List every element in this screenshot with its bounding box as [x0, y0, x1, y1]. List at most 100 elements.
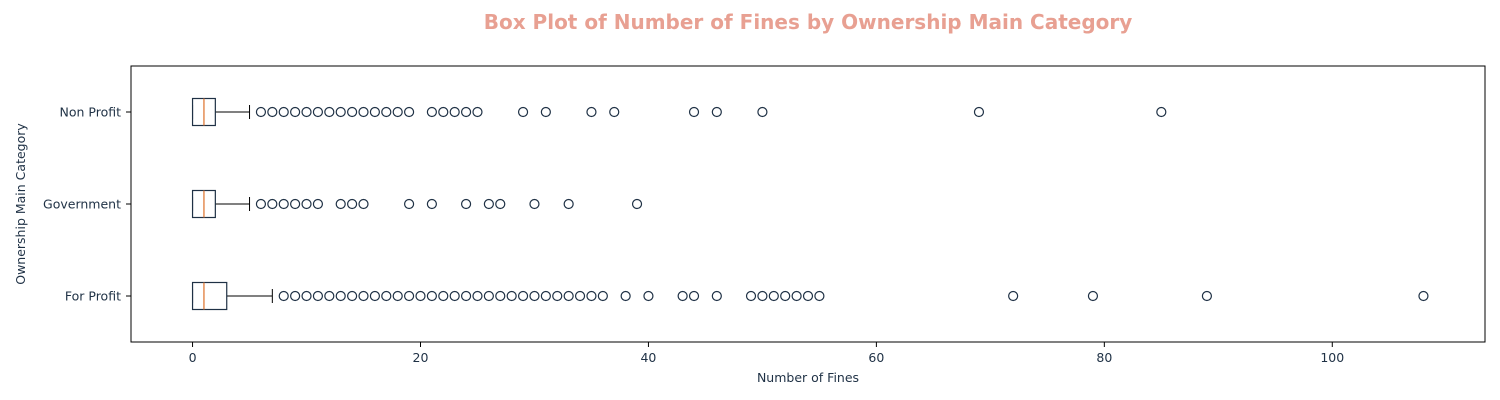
outlier-point — [427, 200, 436, 209]
outlier-point — [416, 292, 425, 301]
outlier-point — [370, 108, 379, 117]
outlier-point — [1088, 292, 1097, 301]
outlier-point — [678, 292, 687, 301]
outlier-point — [370, 292, 379, 301]
outlier-point — [530, 200, 539, 209]
x-tick-label: 60 — [868, 350, 884, 365]
outlier-point — [348, 200, 357, 209]
outlier-point — [302, 108, 311, 117]
outlier-point — [690, 108, 699, 117]
outlier-point — [610, 108, 619, 117]
outlier-point — [405, 108, 414, 117]
outlier-point — [541, 292, 550, 301]
outlier-point — [758, 292, 767, 301]
outlier-point — [393, 108, 402, 117]
outlier-point — [279, 292, 288, 301]
outlier-point — [690, 292, 699, 301]
x-tick-label: 20 — [413, 350, 429, 365]
outlier-point — [462, 200, 471, 209]
x-tick-label: 0 — [189, 350, 197, 365]
outlier-point — [302, 200, 311, 209]
outlier-point — [359, 108, 368, 117]
outlier-point — [507, 292, 516, 301]
outlier-point — [450, 108, 459, 117]
outlier-point — [427, 108, 436, 117]
outlier-point — [1419, 292, 1428, 301]
outlier-point — [974, 108, 983, 117]
outlier-point — [405, 200, 414, 209]
iqr-box — [193, 283, 227, 310]
y-tick-label: For Profit — [65, 289, 121, 304]
box-group-government — [193, 191, 642, 218]
x-tick-label: 80 — [1096, 350, 1112, 365]
outlier-point — [348, 108, 357, 117]
outlier-point — [1009, 292, 1018, 301]
outlier-point — [268, 200, 277, 209]
outlier-point — [473, 292, 482, 301]
outlier-point — [815, 292, 824, 301]
outlier-point — [313, 200, 322, 209]
outlier-point — [792, 292, 801, 301]
x-axis-label: Number of Fines — [757, 370, 859, 385]
x-tick-label: 100 — [1320, 350, 1344, 365]
outlier-point — [769, 292, 778, 301]
outlier-point — [462, 108, 471, 117]
outlier-point — [336, 292, 345, 301]
outlier-point — [348, 292, 357, 301]
outlier-point — [758, 108, 767, 117]
outlier-point — [712, 292, 721, 301]
outlier-point — [519, 292, 528, 301]
outlier-point — [291, 108, 300, 117]
outlier-point — [256, 200, 265, 209]
outlier-point — [336, 200, 345, 209]
outlier-point — [336, 108, 345, 117]
outlier-point — [633, 200, 642, 209]
outlier-point — [279, 200, 288, 209]
outlier-point — [462, 292, 471, 301]
outlier-point — [313, 108, 322, 117]
box-group-non-profit — [193, 99, 1166, 126]
outlier-point — [313, 292, 322, 301]
y-tick-label: Non Profit — [60, 105, 122, 120]
outlier-point — [291, 292, 300, 301]
outlier-point — [541, 108, 550, 117]
outlier-point — [553, 292, 562, 301]
y-axis-label: Ownership Main Category — [13, 123, 28, 285]
outlier-point — [382, 292, 391, 301]
outlier-point — [302, 292, 311, 301]
outlier-point — [496, 200, 505, 209]
outlier-point — [804, 292, 813, 301]
outlier-point — [427, 292, 436, 301]
outlier-point — [576, 292, 585, 301]
outlier-point — [1202, 292, 1211, 301]
outlier-point — [598, 292, 607, 301]
outlier-point — [587, 108, 596, 117]
outlier-point — [256, 108, 265, 117]
outlier-point — [530, 292, 539, 301]
outlier-point — [564, 200, 573, 209]
outlier-point — [587, 292, 596, 301]
outlier-point — [564, 292, 573, 301]
outlier-point — [325, 292, 334, 301]
outlier-point — [519, 108, 528, 117]
outlier-point — [473, 108, 482, 117]
outlier-point — [359, 292, 368, 301]
outlier-point — [279, 108, 288, 117]
outlier-point — [712, 108, 721, 117]
outlier-point — [382, 108, 391, 117]
outlier-point — [439, 108, 448, 117]
outlier-point — [1157, 108, 1166, 117]
outlier-point — [268, 108, 277, 117]
outlier-point — [747, 292, 756, 301]
outlier-point — [621, 292, 630, 301]
outlier-point — [484, 292, 493, 301]
y-tick-label: Government — [43, 197, 121, 212]
outlier-point — [484, 200, 493, 209]
x-tick-label: 40 — [640, 350, 656, 365]
outlier-point — [439, 292, 448, 301]
outlier-point — [405, 292, 414, 301]
outlier-point — [450, 292, 459, 301]
outlier-point — [393, 292, 402, 301]
outlier-point — [781, 292, 790, 301]
